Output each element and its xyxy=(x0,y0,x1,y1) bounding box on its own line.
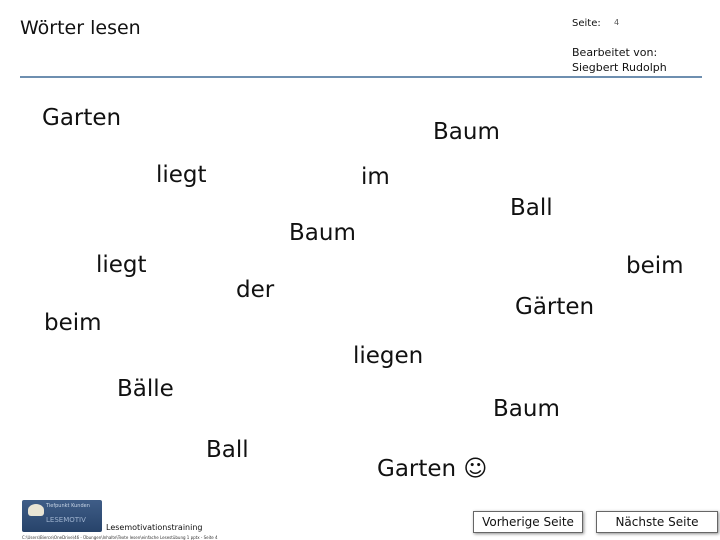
previous-page-button[interactable]: Vorherige Seite xyxy=(473,511,583,533)
logo-subtext: LESEMOTIV xyxy=(46,516,86,524)
word-liegen: liegen xyxy=(353,343,424,369)
header-divider xyxy=(20,76,702,78)
word-liegt: liegt xyxy=(156,162,207,188)
word-garten: Garten xyxy=(42,105,122,131)
page-label: Seite: xyxy=(572,18,601,29)
edited-by-label: Bearbeitet von: xyxy=(572,46,658,59)
logo: Tiefpunkt Kunden LESEMOTIV xyxy=(22,500,102,532)
footer-label: Lesemotivationstraining xyxy=(106,523,203,532)
word-beim: beim xyxy=(44,310,102,336)
word-der: der xyxy=(236,277,275,303)
word-baum: Baum xyxy=(433,119,500,145)
next-page-button[interactable]: Nächste Seite xyxy=(596,511,718,533)
word-liegt: liegt xyxy=(96,252,147,278)
word-im: im xyxy=(361,164,390,190)
word-beim: beim xyxy=(626,253,684,279)
page-number: 4 xyxy=(614,18,620,27)
word-baum: Baum xyxy=(493,396,560,422)
footer-file-path: C:\Users\Bierce\OneDrive\46 - Übungen\In… xyxy=(22,535,218,540)
chef-hat-icon xyxy=(28,504,44,516)
word-baum: Baum xyxy=(289,220,356,246)
word-garten-smiley: Garten ☺ xyxy=(377,456,488,482)
word-baelle: Bälle xyxy=(117,376,174,402)
page-title: Wörter lesen xyxy=(20,17,141,39)
word-ball: Ball xyxy=(206,437,249,463)
word-ball: Ball xyxy=(510,195,553,221)
word-gaerten: Gärten xyxy=(515,294,595,320)
logo-text: Tiefpunkt Kunden xyxy=(46,503,90,509)
edited-by-name: Siegbert Rudolph xyxy=(572,61,667,74)
